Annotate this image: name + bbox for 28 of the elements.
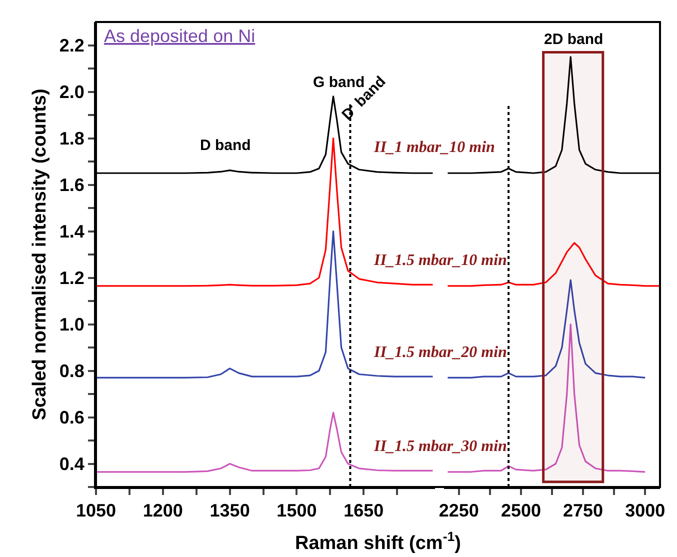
- series-label: II_1.5 mbar_10 min: [373, 252, 508, 269]
- x-tick-label: 2250: [438, 500, 479, 521]
- y-tick-label: 2.2: [59, 36, 84, 56]
- series-label: II_1.5 mbar_30 min: [373, 438, 508, 455]
- y-tick-label: 1.0: [59, 314, 84, 335]
- y-tick-label: 1.4: [59, 222, 84, 242]
- x-axis-title: Raman shift (cm$^{-1}$): [295, 529, 461, 554]
- x-tick-label: 1200: [142, 500, 183, 521]
- series-label: II_1.5 mbar_20 min: [373, 344, 508, 361]
- annotation: D band: [200, 137, 251, 154]
- x-tick-label: 3000: [625, 500, 666, 521]
- y-tick-label: 1.2: [59, 268, 84, 288]
- y-axis-title: Scaled normalised intensity (counts): [30, 88, 51, 420]
- x-tick-label: 1050: [76, 500, 116, 521]
- y-tick-label: 1.8: [59, 128, 84, 149]
- x-tick-label: 1350: [210, 500, 250, 521]
- y-tick-label: 0.6: [59, 408, 84, 428]
- y-tick-label: 2.0: [59, 82, 84, 102]
- y-tick-label: 0.8: [59, 361, 84, 382]
- x-tick-label: 2750: [563, 500, 604, 521]
- x-tick-label: 1650: [344, 500, 384, 521]
- y-tick-label: 0.4: [59, 454, 84, 474]
- y-tick-label: 1.6: [59, 175, 84, 196]
- x-tick-label: 2500: [500, 500, 541, 521]
- band-label: 2D band: [544, 31, 604, 48]
- series-label: II_1 mbar_10 min: [373, 139, 496, 156]
- x-tick-label: 1500: [276, 500, 317, 521]
- chart-title: As deposited on Ni: [104, 26, 256, 46]
